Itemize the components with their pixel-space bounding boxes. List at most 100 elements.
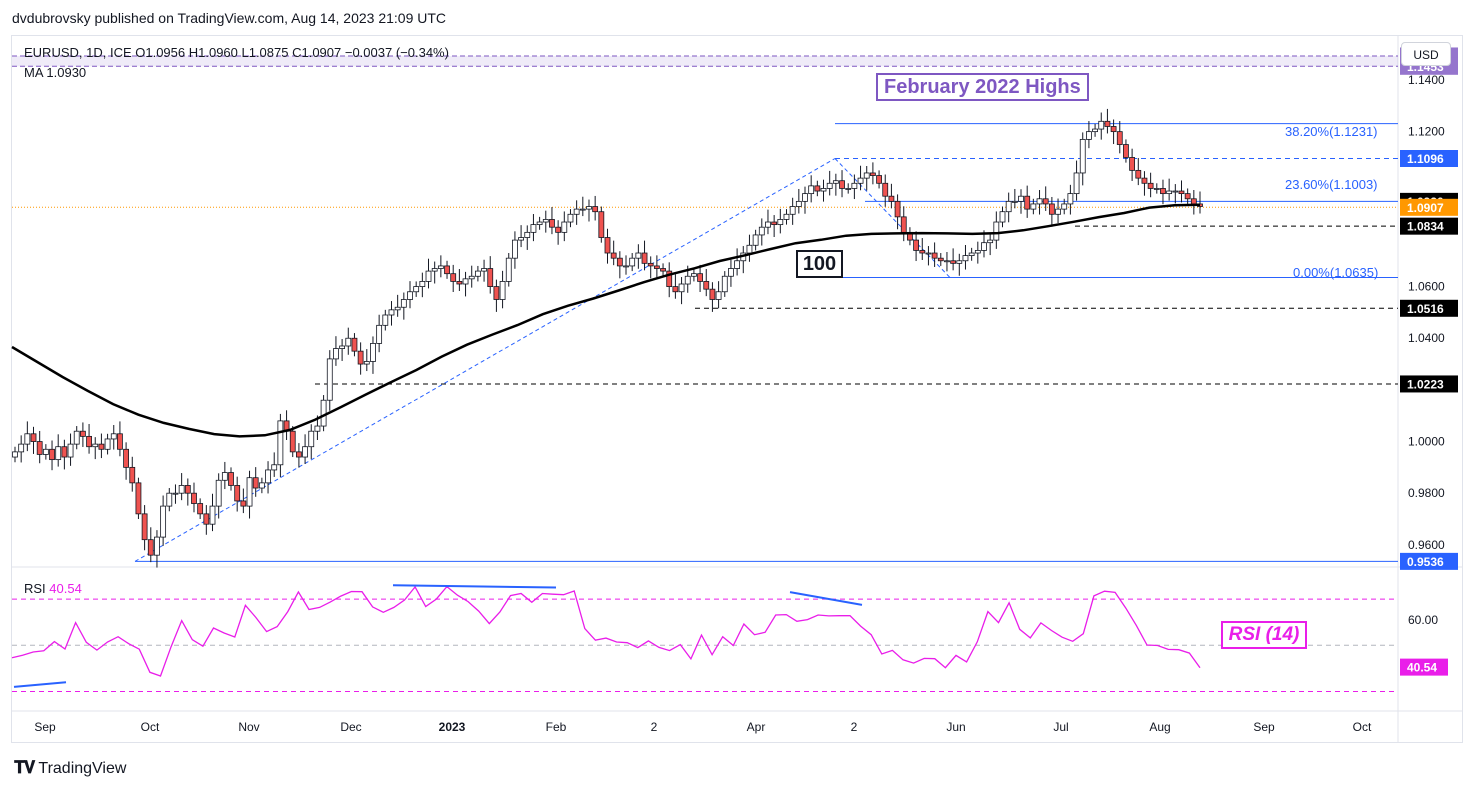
- candle-body-90: [567, 213, 574, 223]
- candle-body-88: [555, 226, 562, 233]
- candle-body-76: [481, 268, 487, 272]
- candle-body-184: [1147, 182, 1154, 189]
- candle-body-51: [326, 358, 333, 401]
- candle-body-115: [721, 275, 728, 293]
- footer-brand[interactable]: 𝐓𝐕 TradingView: [14, 758, 126, 778]
- candle-body-185: [1153, 188, 1160, 190]
- price-tag-4: 1.0907: [1407, 201, 1444, 215]
- candle-body-123: [771, 221, 778, 226]
- candle-body-81: [512, 239, 518, 259]
- candle-body-87: [549, 219, 555, 228]
- candle-body-26: [172, 492, 179, 495]
- candle-body-153: [956, 260, 963, 264]
- candle-body-71: [450, 273, 457, 282]
- time-tick-3: Dec: [340, 720, 361, 734]
- candle-body-103: [647, 262, 654, 267]
- candle-body-63: [400, 299, 407, 308]
- candle-body-120: [752, 234, 759, 246]
- candle-body-170: [1061, 203, 1068, 210]
- rsi-title: RSI 40.54: [24, 581, 82, 596]
- candle-body-77: [487, 268, 494, 287]
- candle-body-40: [258, 482, 265, 489]
- rsi-name: RSI: [24, 581, 46, 596]
- candle-body-72: [456, 281, 463, 285]
- candle-body-186: [1160, 188, 1166, 195]
- candle-body-112: [703, 281, 710, 290]
- candle-body-128: [802, 193, 808, 202]
- candle-body-55: [351, 337, 358, 352]
- candle-body-64: [407, 291, 413, 300]
- candle-body-68: [431, 268, 438, 272]
- candle-body-111: [697, 273, 703, 282]
- brand-name: TradingView: [38, 760, 127, 777]
- candle-body-161: [1005, 200, 1012, 213]
- price-tag-7: 1.0223: [1407, 377, 1444, 391]
- candle-body-42: [271, 464, 278, 471]
- candle-body-84: [530, 224, 537, 233]
- candle-body-32: [209, 505, 216, 525]
- candle-body-183: [1141, 177, 1148, 184]
- candle-body-49: [314, 425, 321, 432]
- candle-body-108: [678, 283, 685, 293]
- candle-body-14: [98, 443, 105, 450]
- candle-body-4: [36, 441, 43, 455]
- candle-body-17: [117, 433, 123, 450]
- chart-frame: [11, 35, 1463, 743]
- candle-body-165: [1030, 203, 1037, 210]
- candle-body-18: [123, 448, 129, 468]
- time-tick-4: 2023: [439, 720, 466, 734]
- currency-button[interactable]: USD: [1401, 42, 1451, 66]
- candle-body-11: [79, 430, 86, 437]
- candle-body-109: [684, 275, 691, 285]
- candle-body-100: [629, 257, 636, 267]
- candle-body-48: [308, 430, 315, 448]
- candle-body-182: [1135, 169, 1142, 179]
- price-tag-bg-8: [1400, 552, 1458, 570]
- candle-body-121: [758, 226, 765, 236]
- candle-body-10: [73, 430, 80, 445]
- candle-body-157: [981, 242, 987, 251]
- candle-body-3: [30, 433, 37, 442]
- candle-body-1: [18, 443, 25, 453]
- candle-body-80: [505, 257, 512, 282]
- price-tick-6: 0.9600: [1408, 538, 1445, 552]
- rsi-tick-0: 60.00: [1408, 613, 1438, 627]
- price-tag-2: 1.1096: [1407, 152, 1444, 166]
- candle-body-89: [561, 221, 568, 233]
- time-tick-8: 2: [851, 720, 858, 734]
- candle-body-172: [1073, 172, 1080, 195]
- candle-body-19: [129, 466, 136, 484]
- candle-body-122: [765, 221, 771, 228]
- candle-body-126: [789, 206, 796, 215]
- candle-body-99: [623, 265, 629, 268]
- price-tag-bg-7: [1400, 375, 1458, 393]
- candle-body-144: [900, 216, 907, 233]
- candle-body-2: [24, 433, 31, 445]
- candle-body-56: [357, 350, 364, 365]
- candle-body-162: [1011, 200, 1018, 203]
- price-tick-4: 1.0000: [1408, 435, 1445, 449]
- candle-body-159: [993, 221, 1000, 241]
- time-tick-10: Jul: [1053, 720, 1068, 734]
- candle-body-146: [913, 239, 919, 251]
- candle-body-78: [493, 286, 500, 300]
- time-tick-12: Sep: [1253, 720, 1275, 734]
- candle-body-191: [1190, 198, 1197, 205]
- candle-body-139: [869, 172, 876, 176]
- candle-body-130: [814, 185, 821, 192]
- candle-body-75: [474, 270, 481, 277]
- candle-body-83: [524, 231, 531, 238]
- candle-body-82: [518, 237, 524, 241]
- candle-body-41: [265, 469, 271, 484]
- ma-100-line: [11, 203, 1201, 438]
- candle-body-23: [154, 536, 160, 556]
- ohlc-line: EURUSD, 1D, ICE O1.0956 H1.0960 L1.0875 …: [24, 45, 449, 60]
- candle-body-177: [1104, 120, 1111, 127]
- candle-body-93: [586, 206, 592, 210]
- candle-body-160: [999, 211, 1006, 223]
- candle-body-22: [147, 539, 154, 556]
- candle-body-69: [437, 265, 444, 269]
- candle-body-169: [1055, 208, 1061, 215]
- candle-body-168: [1048, 203, 1055, 215]
